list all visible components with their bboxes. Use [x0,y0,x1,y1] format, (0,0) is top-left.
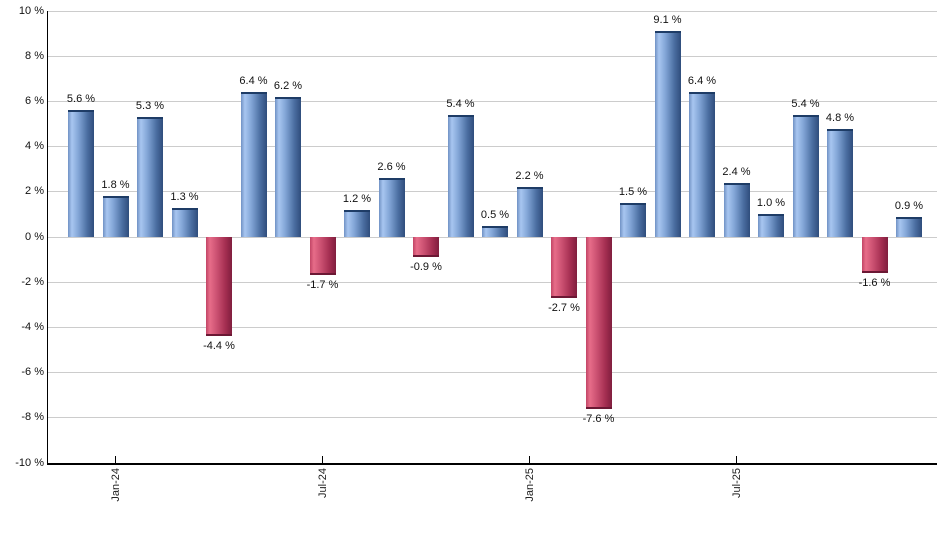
gridline [48,191,937,193]
y-axis-label: 10 % [18,4,44,17]
bar-value-label: 0.9 % [894,199,924,212]
y-axis-label: 4 % [25,140,44,153]
bar-Apr-25 [620,203,646,237]
bar-Mar-24 [171,207,198,237]
bar-Jan-25 [516,187,543,237]
bar-Jun-25 [689,92,715,237]
bar-value-label: 1.8 % [101,179,130,192]
bar-value-label: 5.3 % [135,100,165,113]
gridline [48,417,937,419]
y-axis-label: -10 % [15,456,44,469]
bar-Nov-25 [861,237,888,274]
gridline [48,55,937,57]
bar-value-label: 1.5 % [618,186,648,199]
bar-value-label: 9.1 % [653,14,682,27]
bar-Jul-24 [309,237,336,276]
bar-Dec-24 [482,225,508,237]
gridline [48,326,937,328]
bar-Feb-25 [551,237,577,299]
bar-value-label: 1.2 % [342,192,372,205]
bar-Sep-25 [792,114,819,237]
y-axis-label: -2 % [21,275,44,288]
gridline [48,372,937,374]
x-axis-tick [321,456,324,465]
x-axis-tick-label: Jul-24 [316,468,329,498]
bar-value-label: 1.0 % [756,197,786,210]
y-axis-label: 8 % [25,49,44,62]
bar-value-label: 1.3 % [170,190,199,203]
y-axis-line [46,11,48,465]
x-axis-tick [114,456,117,465]
y-axis-label: 2 % [25,185,44,198]
bar-Oct-24 [413,237,439,258]
gridline [48,236,937,238]
bar-Feb-24 [137,117,163,237]
bar-Jun-24 [275,96,301,237]
gridline [48,10,937,12]
y-axis-label: 0 % [25,230,44,243]
x-axis-tick-label: Jan-24 [109,468,122,502]
bar-value-label: -7.6 % [582,412,615,425]
x-axis-tick [735,456,738,465]
bar-Aug-25 [758,214,784,237]
bar-value-label: 6.4 % [687,75,717,88]
bar-value-label: 6.2 % [273,79,303,92]
bar-May-25 [654,31,681,237]
x-axis-tick [528,456,531,465]
bar-Aug-24 [344,209,370,237]
bar-value-label: 6.4 % [239,75,268,88]
bar-value-label: 5.6 % [66,93,96,106]
bar-Mar-25 [585,237,612,409]
gridline [48,100,937,102]
x-axis-tick-label: Jan-25 [523,468,536,502]
bar-value-label: -2.7 % [548,302,580,315]
bar-value-label: 0.5 % [480,208,510,221]
bar-value-label: 2.2 % [515,170,544,183]
bar-value-label: -1.7 % [306,279,339,292]
bar-value-label: 4.8 % [825,111,855,124]
y-axis-label: -6 % [21,366,44,379]
bar-value-label: -1.6 % [858,277,891,290]
bar-Nov-24 [447,114,474,237]
y-axis-label: -4 % [21,320,44,333]
bar-Jul-25 [723,182,750,237]
bar-Jan-24 [102,196,129,237]
bar-Sep-24 [378,178,405,237]
bar-value-label: -0.9 % [410,261,442,274]
bar-value-label: 2.4 % [722,165,751,178]
gridline [48,146,937,148]
gridline [48,281,937,283]
x-axis-line [46,463,937,465]
bar-value-label: 5.4 % [446,97,475,110]
y-axis-label: -8 % [21,411,44,424]
bar-value-label: 5.4 % [791,97,820,110]
bar-Apr-24 [206,237,232,337]
bar-value-label: -4.4 % [203,340,235,353]
x-axis-tick-label: Jul-25 [730,468,743,498]
bar-Oct-25 [827,128,853,237]
bar-Dec-25 [896,216,922,237]
bar-May-24 [240,92,267,237]
bar-value-label: 2.6 % [377,161,406,174]
bar-Dec-23 [68,110,94,237]
y-axis-label: 6 % [25,94,44,107]
